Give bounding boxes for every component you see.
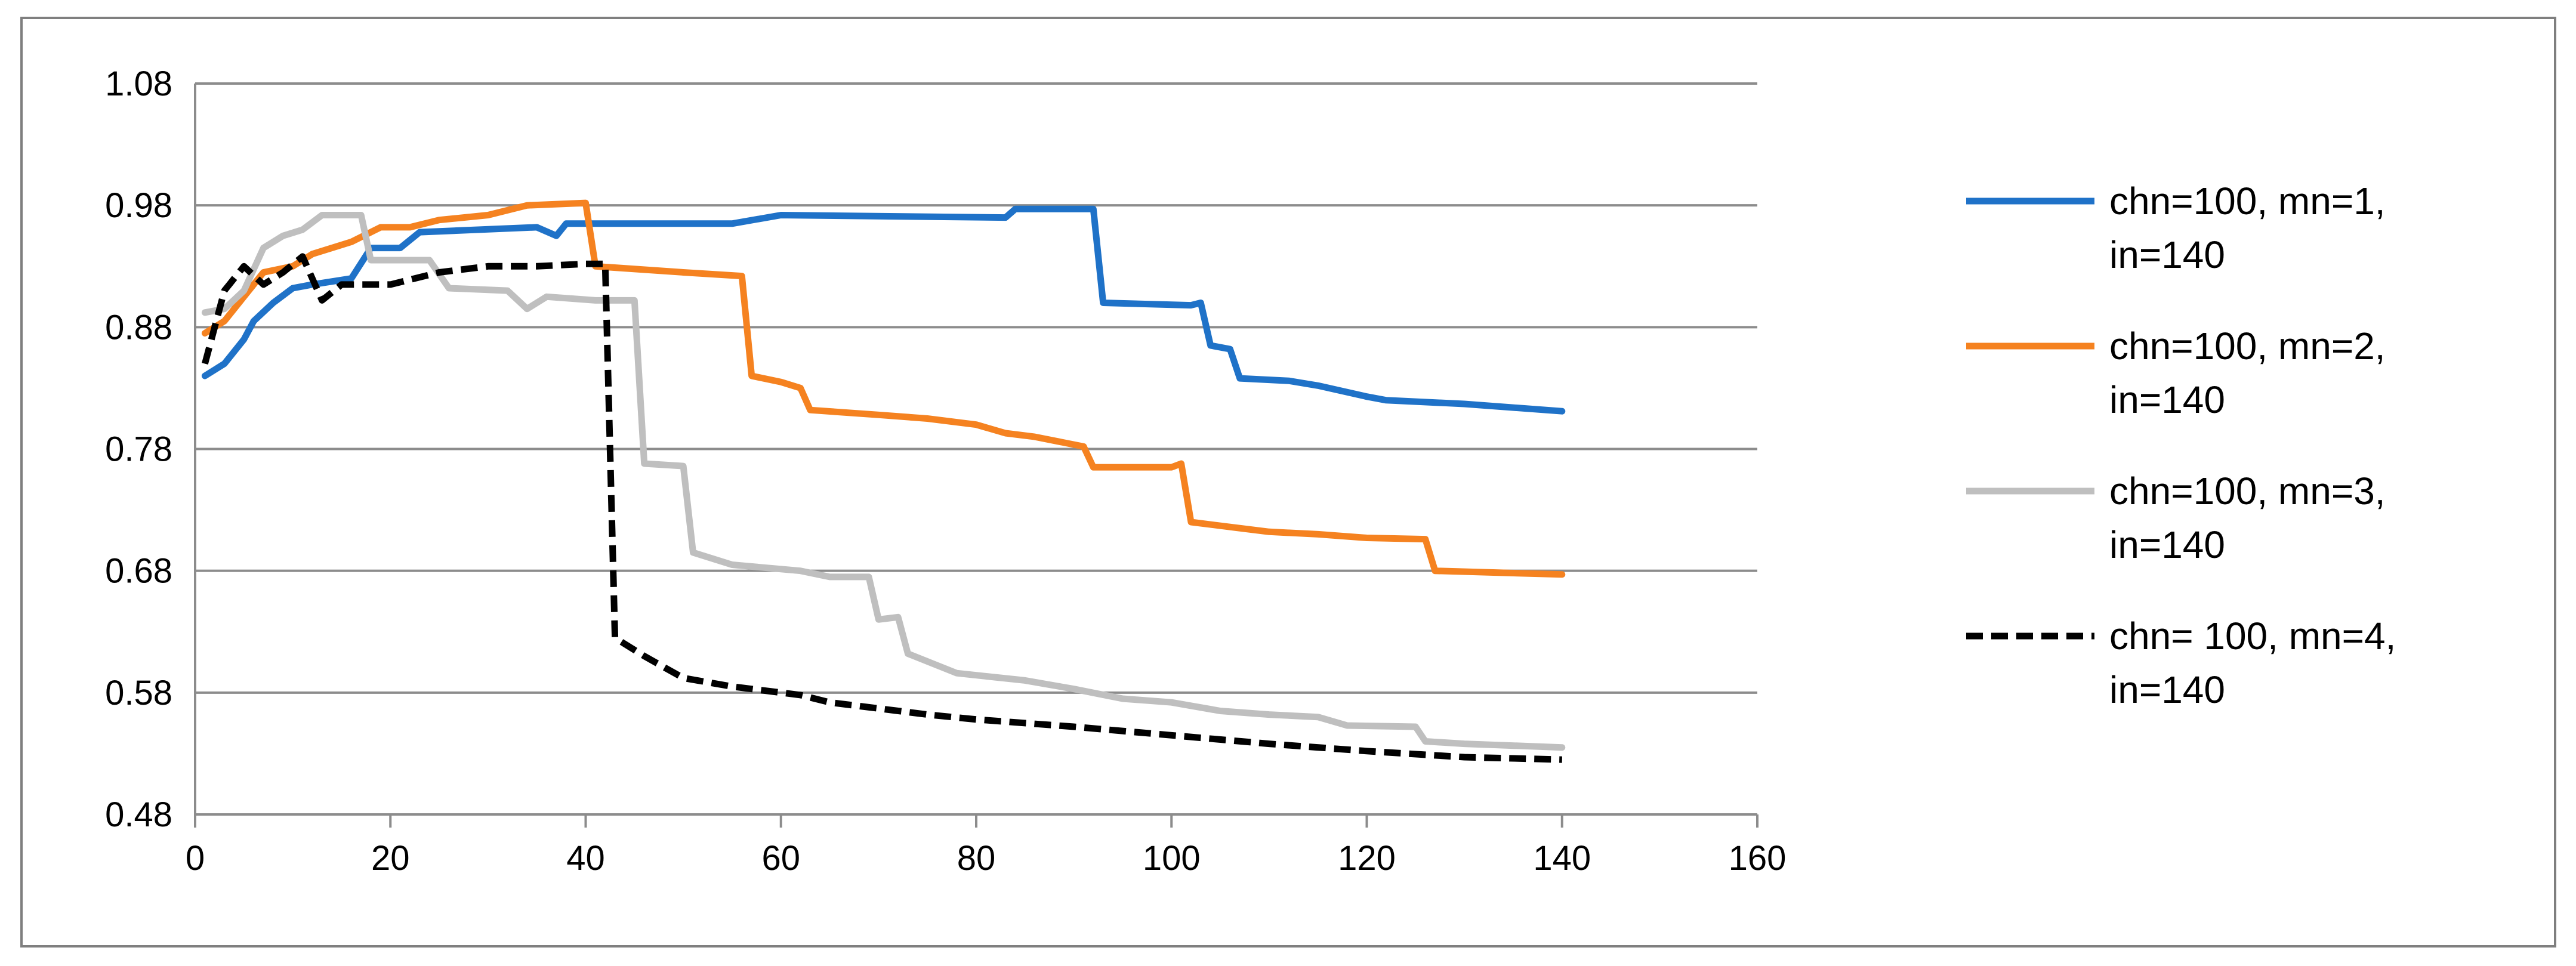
x-tick-label: 0 [186,839,205,878]
legend-label-4: chn= 100, mn=4, [2109,615,2396,658]
x-tick-label: 160 [1729,839,1787,878]
series-line-3 [201,212,1566,751]
legend-label-3: chn=100, mn=3, [2109,470,2386,513]
series-line-4 [202,253,1562,763]
y-tick-label: 0.98 [105,186,172,225]
legend-label-3: in=140 [2109,523,2225,566]
chart-frame [20,17,2556,948]
legend-label-1: chn=100, mn=1, [2109,180,2386,223]
y-tick-label: 0.68 [105,552,172,591]
series-line-2 [201,199,1566,578]
x-tick-label: 100 [1143,839,1201,878]
x-tick-label: 120 [1338,839,1396,878]
x-tick-label: 80 [957,839,996,878]
x-tick-label: 20 [371,839,410,878]
legend-label-2: chn=100, mn=2, [2109,325,2386,368]
grid-lines [195,82,1757,694]
x-tick-label: 40 [566,839,605,878]
y-tick-label: 0.48 [105,795,172,834]
y-tick-label: 0.58 [105,674,172,712]
legend-label-4: in=140 [2109,668,2225,711]
legend-label-2: in=140 [2109,378,2225,421]
series-lines [201,199,1566,763]
x-tick-label: 140 [1533,839,1591,878]
series-line-1 [201,205,1566,415]
legend-label-1: in=140 [2109,233,2225,276]
legend: chn=100, mn=1, in=140 chn=100, mn=2, in=140… [1966,180,2396,711]
y-tick-label: 1.08 [105,64,172,103]
x-tick-label: 60 [761,839,800,878]
axes: 1.08 0.98 0.88 0.78 0.68 0.58 0.48 0 20 40 60 80 100… [105,64,1786,878]
y-tick-label: 0.88 [105,308,172,347]
y-tick-label: 0.78 [105,430,172,469]
